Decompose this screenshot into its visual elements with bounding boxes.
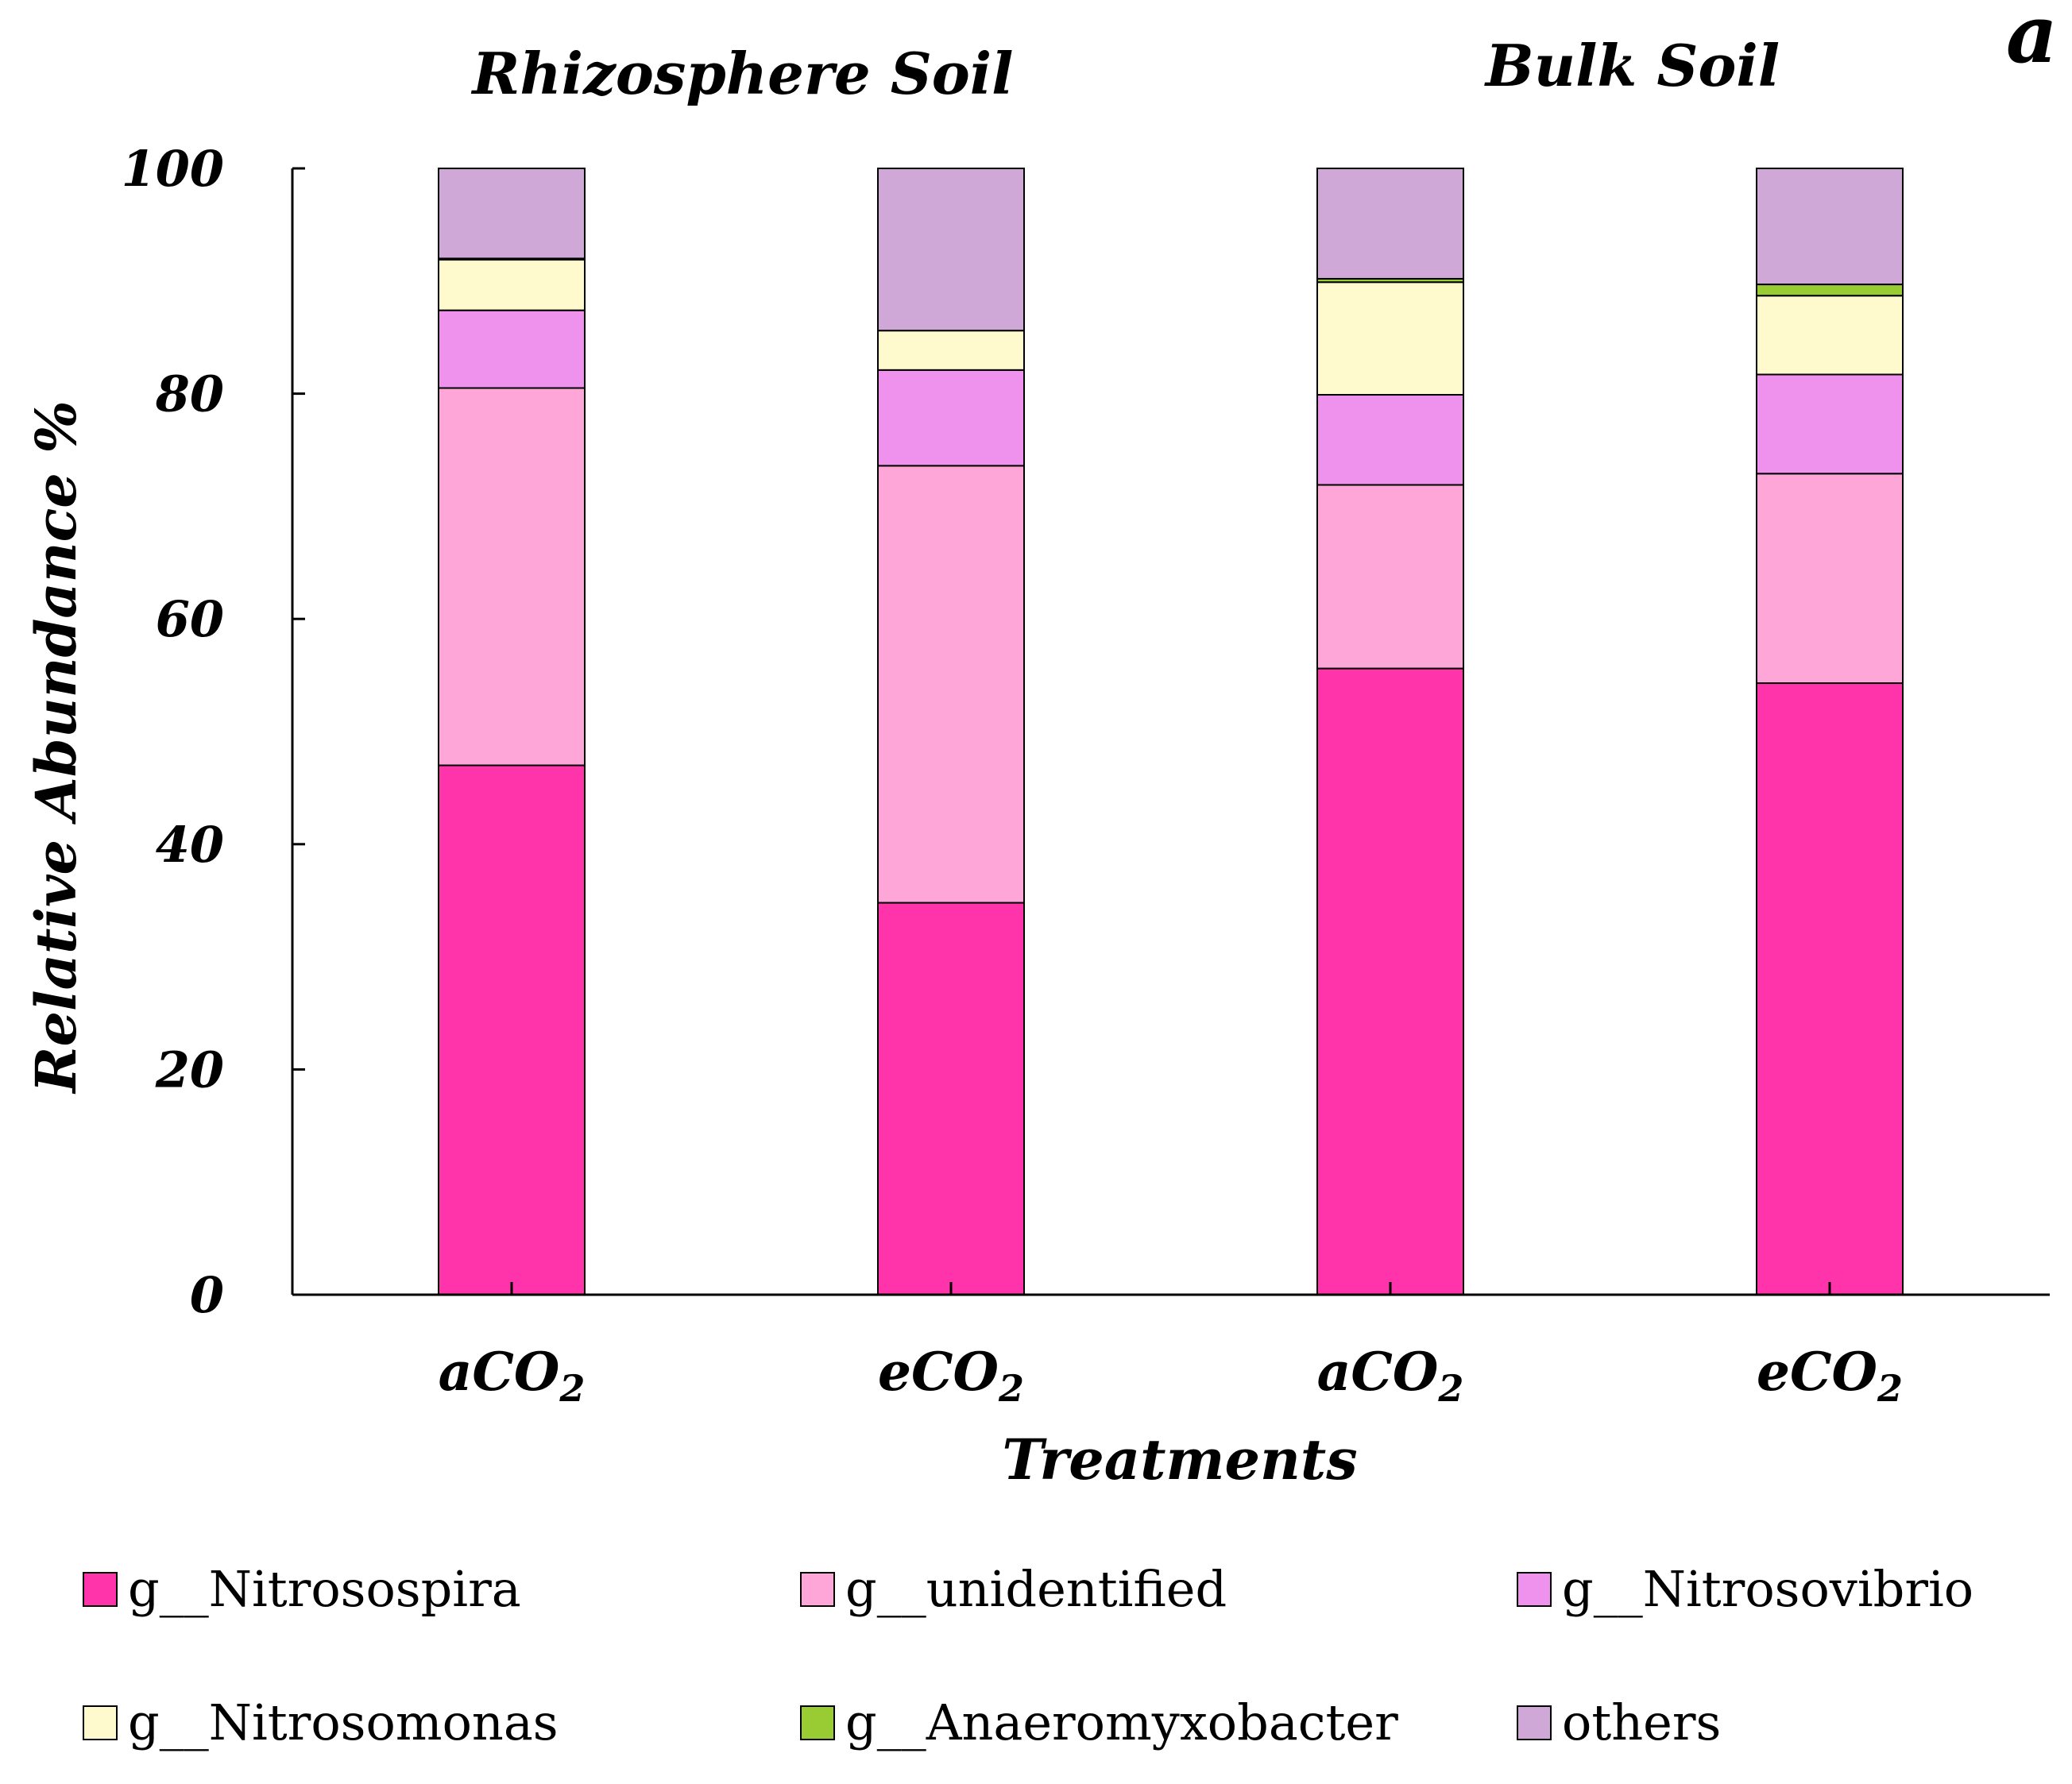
- legend-swatch-g-unidentified: [800, 1572, 835, 1607]
- bar-segment-g-nitrosovibrio-1: [438, 309, 586, 389]
- legend-label: g__Anaeromyxobacter: [845, 1693, 1398, 1751]
- x-tick-label: eCO2: [878, 1341, 1024, 1410]
- bar-segment-g-nitrosovibrio-3: [1316, 394, 1464, 486]
- legend-swatch-g-nitrosovibrio: [1517, 1572, 1552, 1607]
- bar-segment-g-nitrosospira-4: [1756, 682, 1904, 1296]
- x-tick-label: aCO2: [1317, 1341, 1464, 1410]
- bar-segment-g-unidentified-3: [1316, 484, 1464, 670]
- bars-layer: [438, 168, 1904, 1296]
- legend-label: others: [1562, 1693, 1721, 1751]
- y-tick-label: 40: [156, 816, 224, 874]
- bar-segment-g-nitrosomonas-2: [877, 330, 1025, 371]
- y-axis-label: Relative Abundance %: [23, 400, 89, 1094]
- y-tick-label: 20: [155, 1041, 224, 1099]
- bar-segment-g-nitrosomonas-4: [1756, 295, 1904, 376]
- panel-label: a: [2006, 0, 2058, 81]
- bar-segment-g-unidentified-1: [438, 387, 586, 767]
- bar-segment-others-4: [1756, 168, 1904, 286]
- bar-segment-g-nitrosovibrio-2: [877, 369, 1025, 467]
- x-axis-label: Treatments: [1002, 1427, 1357, 1492]
- y-tick-label: 100: [122, 140, 224, 198]
- bar-segment-others-2: [877, 168, 1025, 332]
- bar-segment-others-3: [1316, 168, 1464, 280]
- axes-layer: [291, 168, 2050, 1296]
- legend-label: g__Nitrosospira: [128, 1560, 521, 1618]
- legend-label: g__unidentified: [845, 1560, 1227, 1618]
- legend-swatch-g-nitrosomonas: [83, 1705, 118, 1740]
- legend-swatch-others: [1517, 1705, 1552, 1740]
- y-tick-label: 80: [155, 365, 224, 423]
- bar-segment-g-nitrosomonas-1: [438, 258, 586, 311]
- group-title-rhizosphere: Rhizosphere Soil: [470, 40, 1013, 107]
- bar-segment-g-nitrosospira-3: [1316, 667, 1464, 1296]
- bar-segment-g-nitrosomonas-3: [1316, 281, 1464, 396]
- bar-segment-g-nitrosovibrio-4: [1756, 373, 1904, 475]
- legend-swatch-g-nitrosospira: [83, 1572, 118, 1607]
- y-tick-label: 0: [190, 1266, 224, 1324]
- group-title-bulk: Bulk Soil: [1484, 32, 1780, 99]
- y-ticks-layer: 0 20 40 60 80 100: [122, 140, 305, 1324]
- bar-segment-g-unidentified-2: [877, 465, 1025, 904]
- x-ticks-layer: aCO2 eCO2 aCO2 eCO2: [439, 1282, 1903, 1410]
- bar-segment-g-unidentified-4: [1756, 473, 1904, 685]
- legend-swatch-g-anaeromyxobacter: [800, 1705, 835, 1740]
- bar-segment-g-nitrosospira-2: [877, 902, 1025, 1296]
- x-tick-label: eCO2: [1757, 1341, 1903, 1410]
- x-tick-label: aCO2: [439, 1341, 586, 1410]
- bar-segment-g-anaeromyxobacter-4: [1756, 284, 1904, 297]
- bar-segment-others-1: [438, 168, 586, 260]
- legend-label: g__Nitrosomonas: [128, 1693, 559, 1751]
- legend: g__Nitrosospira g__unidentified g__Nitroso…: [83, 1560, 1973, 1751]
- legend-label: g__Nitrosovibrio: [1562, 1560, 1973, 1618]
- y-tick-label: 60: [156, 590, 224, 648]
- bar-segment-g-nitrosospira-1: [438, 764, 586, 1296]
